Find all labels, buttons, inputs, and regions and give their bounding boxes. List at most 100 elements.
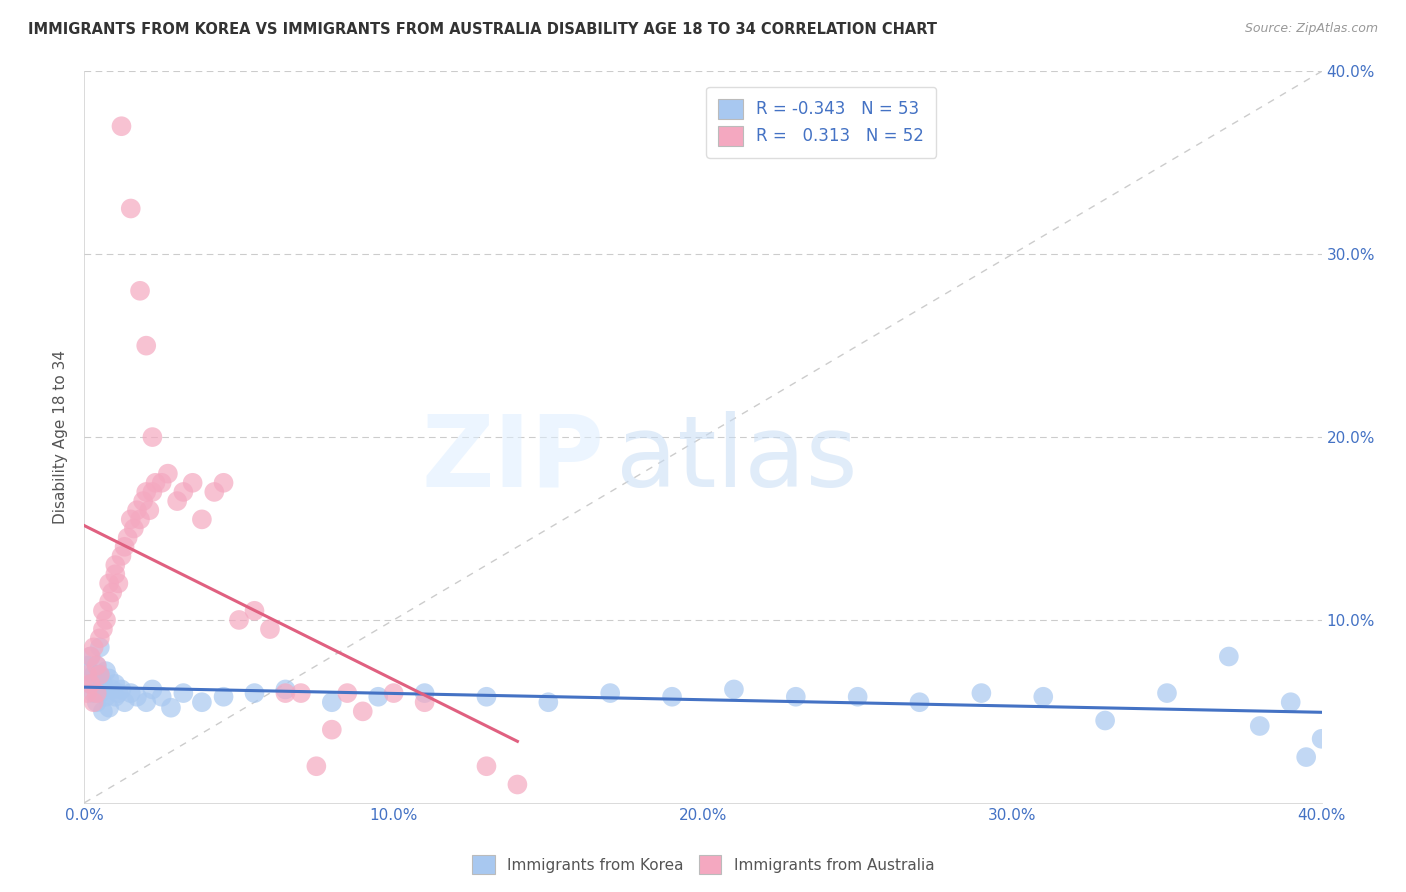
Point — [166, 494, 188, 508]
Point — [475, 690, 498, 704]
Point — [110, 682, 132, 697]
Point — [101, 585, 124, 599]
Point — [138, 503, 160, 517]
Point — [1156, 686, 1178, 700]
Point — [191, 512, 214, 526]
Point — [243, 686, 266, 700]
Point — [723, 682, 745, 697]
Point — [110, 120, 132, 134]
Point — [141, 485, 163, 500]
Point — [114, 695, 136, 709]
Point — [382, 686, 405, 700]
Point — [321, 695, 343, 709]
Point — [129, 512, 152, 526]
Point — [125, 503, 148, 517]
Point — [1310, 731, 1333, 746]
Point — [120, 512, 142, 526]
Point — [76, 667, 98, 681]
Point — [83, 695, 105, 709]
Point — [135, 338, 157, 352]
Point — [104, 558, 127, 573]
Text: Source: ZipAtlas.com: Source: ZipAtlas.com — [1244, 22, 1378, 36]
Point — [129, 284, 152, 298]
Point — [1218, 649, 1240, 664]
Point — [86, 658, 108, 673]
Point — [104, 567, 127, 582]
Point — [94, 613, 117, 627]
Point — [336, 686, 359, 700]
Point — [274, 682, 297, 697]
Point — [117, 531, 139, 545]
Point — [94, 690, 117, 704]
Point — [212, 690, 235, 704]
Point — [98, 594, 121, 608]
Point — [132, 494, 155, 508]
Point — [94, 664, 117, 678]
Point — [76, 686, 98, 700]
Y-axis label: Disability Age 18 to 34: Disability Age 18 to 34 — [53, 350, 69, 524]
Point — [352, 705, 374, 719]
Point — [1094, 714, 1116, 728]
Point — [98, 672, 121, 686]
Point — [141, 430, 163, 444]
Point — [110, 549, 132, 563]
Point — [599, 686, 621, 700]
Point — [91, 604, 114, 618]
Point — [212, 475, 235, 490]
Point — [86, 695, 108, 709]
Point — [202, 485, 225, 500]
Point — [98, 576, 121, 591]
Point — [91, 677, 114, 691]
Text: ZIP: ZIP — [422, 410, 605, 508]
Point — [83, 640, 105, 655]
Point — [1295, 750, 1317, 764]
Point — [274, 686, 297, 700]
Legend: R = -0.343   N = 53, R =   0.313   N = 52: R = -0.343 N = 53, R = 0.313 N = 52 — [706, 87, 936, 158]
Point — [150, 475, 173, 490]
Point — [413, 695, 436, 709]
Point — [172, 485, 194, 500]
Text: IMMIGRANTS FROM KOREA VS IMMIGRANTS FROM AUSTRALIA DISABILITY AGE 18 TO 34 CORRE: IMMIGRANTS FROM KOREA VS IMMIGRANTS FROM… — [28, 22, 938, 37]
Point — [91, 622, 114, 636]
Point — [191, 695, 214, 709]
Point — [367, 690, 389, 704]
Point — [661, 690, 683, 704]
Point — [98, 700, 121, 714]
Point — [89, 667, 111, 681]
Point — [114, 540, 136, 554]
Point — [1032, 690, 1054, 704]
Point — [172, 686, 194, 700]
Point — [537, 695, 560, 709]
Point — [104, 690, 127, 704]
Point — [160, 700, 183, 714]
Point — [506, 778, 529, 792]
Point — [91, 705, 114, 719]
Point — [156, 467, 179, 481]
Point — [83, 686, 105, 700]
Point — [107, 686, 129, 700]
Point — [125, 690, 148, 704]
Point — [86, 686, 108, 700]
Point — [135, 485, 157, 500]
Point — [1279, 695, 1302, 709]
Point — [785, 690, 807, 704]
Point — [135, 695, 157, 709]
Point — [79, 649, 101, 664]
Point — [120, 202, 142, 216]
Point — [1249, 719, 1271, 733]
Point — [141, 682, 163, 697]
Text: atlas: atlas — [616, 410, 858, 508]
Point — [243, 604, 266, 618]
Point — [86, 658, 108, 673]
Point — [228, 613, 250, 627]
Point — [89, 667, 111, 681]
Point — [120, 686, 142, 700]
Point — [79, 677, 101, 691]
Point — [89, 632, 111, 646]
Point — [145, 475, 167, 490]
Point — [413, 686, 436, 700]
Point — [305, 759, 328, 773]
Point — [79, 677, 101, 691]
Point — [908, 695, 931, 709]
Point — [475, 759, 498, 773]
